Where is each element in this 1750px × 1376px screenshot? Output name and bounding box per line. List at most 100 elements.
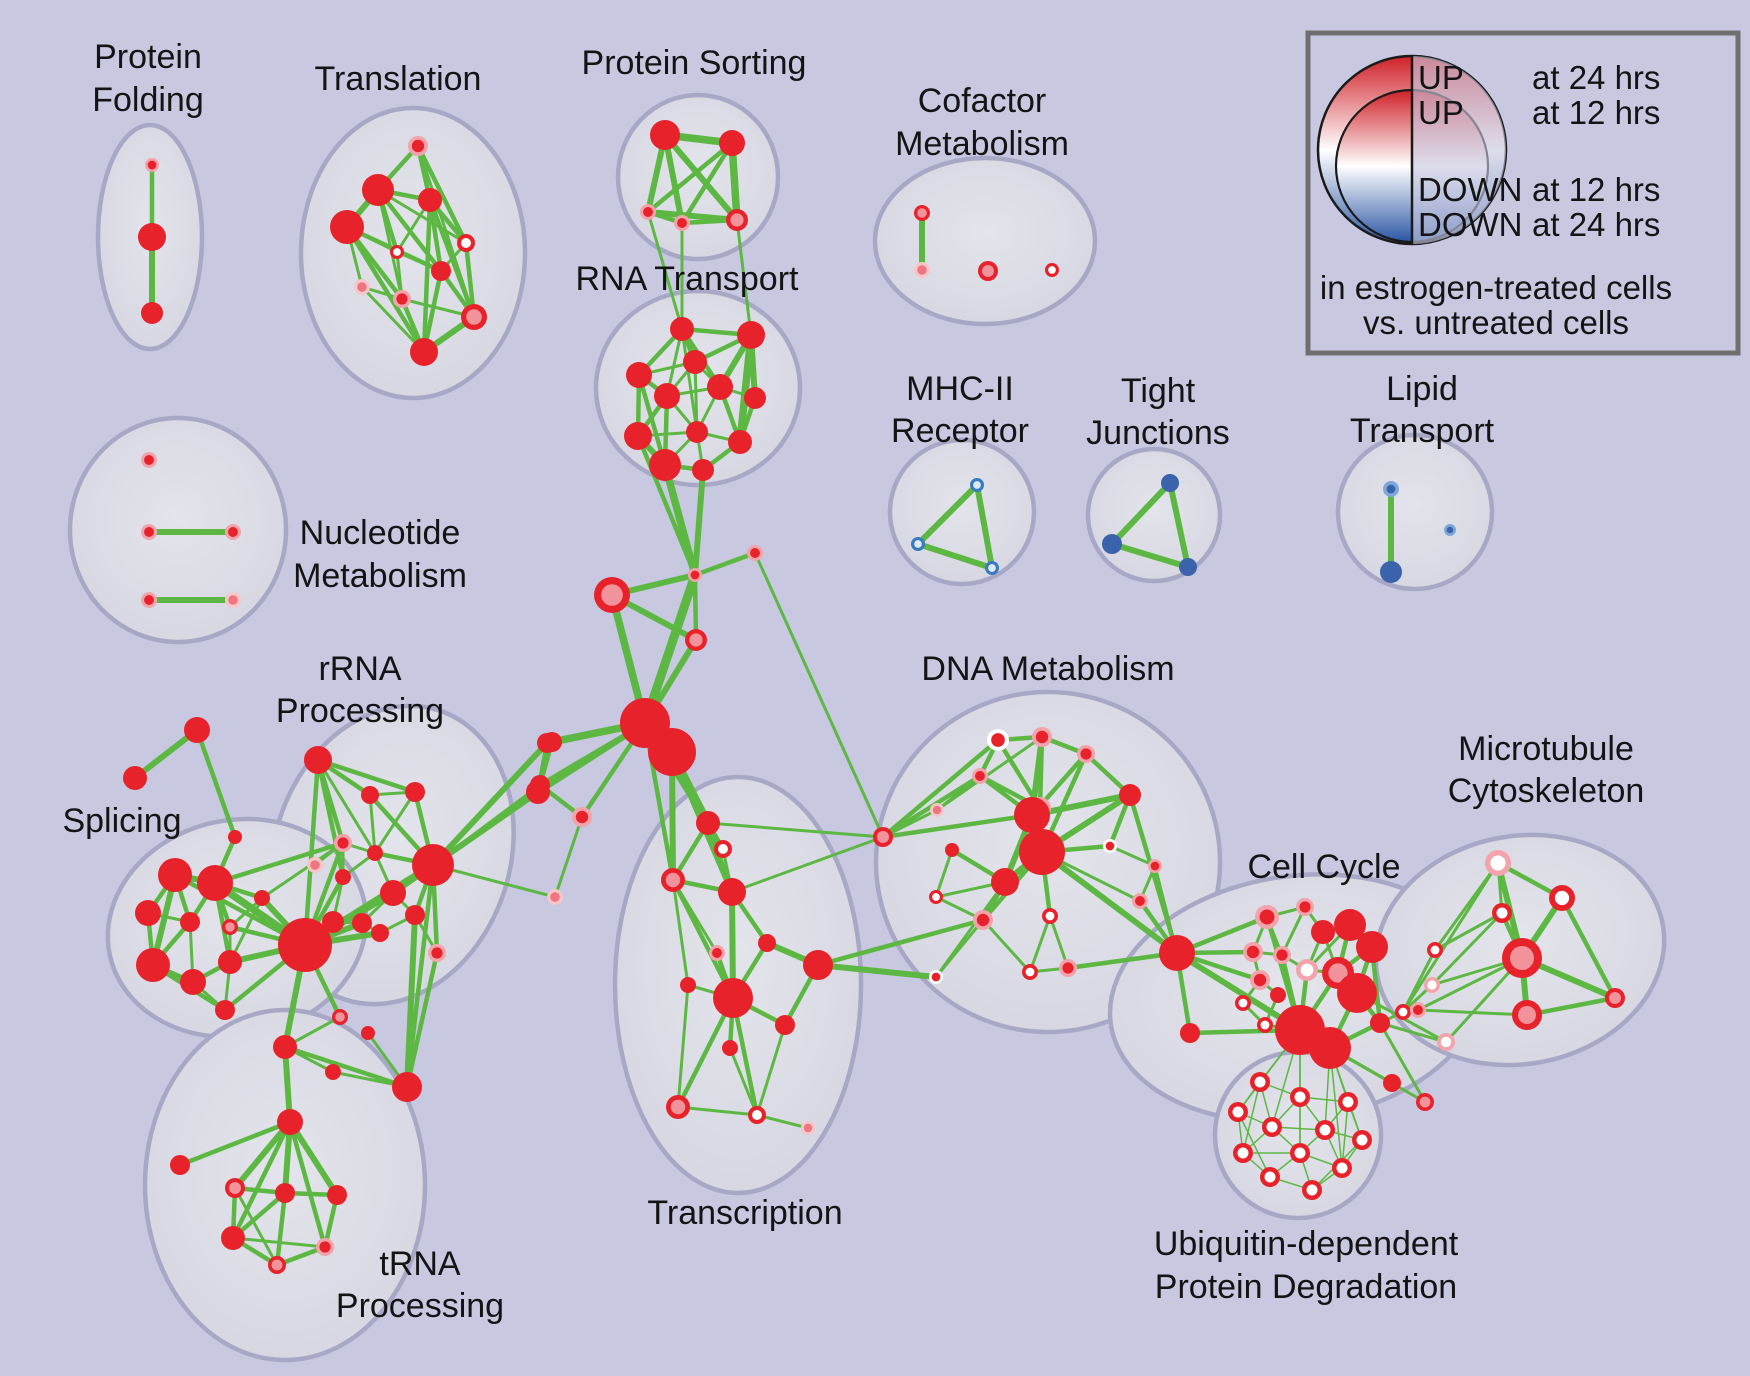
legend-direction-label-2: DOWN xyxy=(1418,171,1522,208)
edge xyxy=(1039,849,1180,956)
node xyxy=(145,158,159,172)
node xyxy=(1273,946,1291,964)
node xyxy=(1042,908,1058,924)
node xyxy=(1309,1027,1351,1069)
node xyxy=(135,900,161,926)
node xyxy=(803,950,833,980)
node xyxy=(688,568,702,582)
node xyxy=(1179,558,1197,576)
node xyxy=(685,629,707,651)
edge xyxy=(315,757,418,795)
node xyxy=(1315,1120,1335,1140)
node xyxy=(758,934,776,952)
node xyxy=(661,868,685,892)
node xyxy=(273,1035,297,1059)
edge xyxy=(344,224,427,355)
node xyxy=(352,913,372,933)
edge xyxy=(974,482,995,571)
node xyxy=(410,338,438,366)
node xyxy=(221,1226,245,1250)
node xyxy=(1296,959,1318,981)
legend-time-label-2: at 12 hrs xyxy=(1532,171,1660,208)
cluster-ellipse-lipid-transport xyxy=(1335,432,1495,592)
edge xyxy=(194,727,238,840)
node xyxy=(1356,931,1388,963)
cluster-label-microtubule-cytoskeleton: Microtubule xyxy=(1458,730,1634,768)
node xyxy=(1502,938,1542,978)
edge xyxy=(670,877,736,1001)
edge xyxy=(1028,914,1052,974)
node xyxy=(1383,481,1399,497)
node xyxy=(1032,727,1052,747)
edge xyxy=(233,1186,279,1267)
node xyxy=(277,1109,303,1135)
node xyxy=(225,1178,245,1198)
cluster-label-trna-processing: Processing xyxy=(336,1287,504,1325)
node xyxy=(418,188,442,212)
node xyxy=(332,1009,348,1025)
cluster-labels: Protein Folding Translation Protein Sorting… xyxy=(62,38,1644,1325)
node xyxy=(1380,561,1402,583)
legend-box xyxy=(1305,30,1741,356)
edge xyxy=(430,789,541,868)
node xyxy=(1492,903,1512,923)
node xyxy=(666,1095,690,1119)
node xyxy=(680,977,696,993)
node xyxy=(461,304,487,330)
node xyxy=(572,807,592,827)
node xyxy=(278,918,332,972)
edge xyxy=(360,285,426,354)
node xyxy=(1270,987,1286,1003)
node xyxy=(537,733,557,753)
edge xyxy=(676,983,690,1109)
legend-caption: vs. untreated cells xyxy=(1363,304,1629,341)
node xyxy=(929,890,943,904)
node xyxy=(775,1015,795,1035)
node xyxy=(650,120,680,150)
node xyxy=(412,844,454,886)
edge xyxy=(1167,480,1191,570)
node xyxy=(1296,898,1314,916)
node xyxy=(526,780,550,804)
node xyxy=(405,782,425,802)
edge xyxy=(915,541,995,571)
node xyxy=(1311,920,1335,944)
node xyxy=(141,592,157,608)
edge xyxy=(815,962,939,980)
node xyxy=(322,911,344,933)
node xyxy=(737,321,765,349)
edge xyxy=(287,1119,340,1198)
node xyxy=(713,978,753,1018)
node xyxy=(254,890,270,906)
edge xyxy=(1559,895,1618,1001)
node xyxy=(392,1072,422,1102)
node xyxy=(726,209,748,231)
node xyxy=(1383,1074,1401,1092)
edge xyxy=(815,917,986,968)
node xyxy=(1119,784,1141,806)
node xyxy=(123,766,147,790)
node xyxy=(1077,745,1095,763)
cluster-label-protein-folding: Protein xyxy=(94,38,202,76)
node xyxy=(683,350,707,374)
edge xyxy=(274,1190,288,1268)
node xyxy=(654,383,680,409)
node xyxy=(431,261,451,281)
edge xyxy=(421,197,433,355)
node xyxy=(801,1121,815,1135)
node xyxy=(180,969,206,995)
node xyxy=(1334,909,1366,941)
legend: UP at 24 hrs UP at 12 hrs DOWN at 12 hrs DOWN a… xyxy=(1305,30,1741,356)
edge xyxy=(1378,1021,1448,1044)
node xyxy=(686,421,708,443)
node xyxy=(316,1238,334,1256)
node xyxy=(390,245,404,259)
legend-caption: in estrogen-treated cells xyxy=(1320,269,1672,306)
node xyxy=(141,302,163,324)
edge xyxy=(177,1119,293,1168)
legend-direction-label-3: DOWN xyxy=(1418,206,1522,243)
edge xyxy=(316,758,377,855)
edge xyxy=(230,1119,293,1241)
edge xyxy=(692,467,706,578)
